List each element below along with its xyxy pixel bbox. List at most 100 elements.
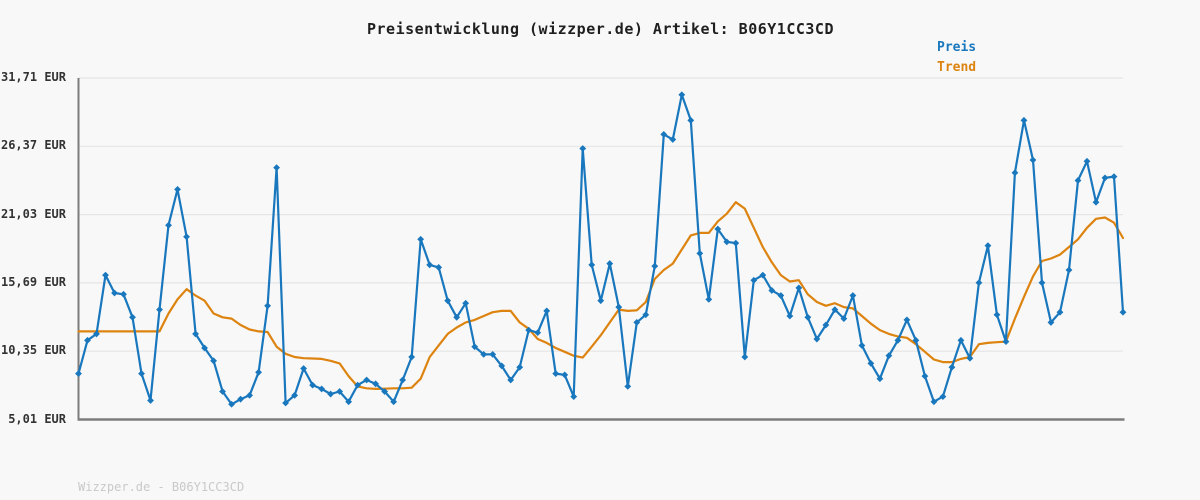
price-marker — [1029, 156, 1037, 164]
price-marker — [174, 186, 181, 193]
price-marker — [1083, 157, 1091, 165]
price-marker — [813, 335, 821, 343]
y-tick-label: 31,71 EUR — [0, 70, 66, 84]
price-marker — [822, 321, 830, 329]
legend-item-trend: Trend — [937, 60, 977, 75]
price-marker — [939, 393, 947, 401]
price-marker — [1119, 308, 1127, 316]
price-marker — [768, 287, 776, 294]
price-marker — [246, 391, 253, 399]
price-marker — [930, 398, 938, 406]
price-marker — [903, 316, 911, 324]
legend-item-preis: Preis — [937, 40, 977, 55]
price-marker — [894, 336, 902, 344]
price-marker — [336, 388, 344, 395]
price-marker — [228, 400, 235, 408]
price-marker — [858, 342, 866, 349]
price-marker — [183, 233, 190, 241]
price-marker — [525, 326, 533, 334]
price-marker — [399, 376, 407, 384]
price-marker — [102, 271, 109, 279]
price-marker — [660, 131, 668, 138]
price-marker — [75, 370, 82, 377]
price-marker — [552, 370, 560, 377]
price-marker — [1110, 173, 1118, 181]
price-marker — [723, 238, 731, 246]
price-marker — [606, 260, 614, 267]
price-marker — [651, 262, 659, 270]
price-marker — [867, 359, 875, 367]
price-marker — [345, 398, 353, 406]
price-marker — [129, 313, 136, 321]
price-marker — [579, 145, 587, 152]
price-marker — [1101, 174, 1109, 182]
price-marker — [840, 315, 848, 322]
price-marker — [210, 357, 217, 365]
price-marker — [948, 363, 956, 371]
price-marker — [435, 264, 443, 271]
price-marker — [354, 381, 362, 389]
price-marker — [786, 312, 794, 320]
price-marker — [696, 249, 704, 257]
price-marker — [984, 242, 992, 250]
price-marker — [327, 390, 335, 398]
price-marker — [741, 353, 749, 361]
price-marker — [624, 382, 632, 390]
y-tick-label: 26,37 EUR — [0, 138, 66, 153]
price-marker — [291, 391, 299, 399]
price-marker — [417, 235, 425, 243]
price-marker — [633, 319, 641, 326]
watermark-text: Wizzper.de - B06Y1CC3CD — [78, 480, 245, 494]
price-marker — [1065, 266, 1073, 274]
price-marker — [1002, 338, 1010, 346]
price-marker — [453, 313, 461, 321]
price-marker — [876, 375, 884, 383]
price-marker — [309, 381, 317, 389]
price-marker — [471, 343, 479, 351]
price-marker — [84, 336, 91, 344]
y-tick-label: 15,69 EUR — [0, 274, 66, 289]
price-marker — [588, 261, 596, 269]
price-marker — [381, 388, 389, 395]
price-marker — [426, 261, 434, 269]
price-marker — [1047, 319, 1055, 326]
price-marker — [993, 311, 1001, 319]
price-marker — [372, 380, 380, 388]
price-marker — [165, 221, 172, 229]
trend-line — [77, 201, 1125, 390]
price-marker — [1056, 308, 1064, 316]
price-marker — [849, 292, 857, 299]
price-marker — [273, 164, 280, 172]
y-tick-label: 10,35 EUR — [0, 343, 66, 358]
price-marker — [975, 279, 983, 287]
price-marker — [408, 353, 416, 361]
price-marker — [462, 299, 470, 307]
price-marker — [732, 239, 740, 247]
price-marker — [615, 303, 623, 311]
price-marker — [498, 362, 506, 370]
price-marker — [912, 336, 920, 344]
price-marker — [1011, 169, 1019, 177]
price-marker — [255, 368, 262, 376]
price-marker — [192, 330, 199, 338]
price-marker — [561, 371, 569, 379]
price-marker — [804, 313, 812, 321]
price-marker — [1038, 279, 1046, 287]
price-marker — [831, 306, 839, 314]
y-tick-label: 21,03 EUR — [0, 206, 66, 221]
price-marker — [156, 306, 163, 314]
price-marker — [138, 370, 145, 377]
price-marker — [759, 271, 767, 279]
price-marker — [966, 354, 974, 362]
price-marker — [282, 399, 289, 407]
price-marker — [534, 329, 542, 337]
price-marker — [237, 395, 244, 403]
price-marker — [201, 344, 208, 352]
price-marker — [678, 91, 686, 99]
price-marker — [147, 397, 154, 404]
price-marker — [777, 292, 785, 299]
price-marker — [507, 376, 515, 384]
price-marker — [318, 385, 326, 393]
price-marker — [480, 350, 488, 358]
